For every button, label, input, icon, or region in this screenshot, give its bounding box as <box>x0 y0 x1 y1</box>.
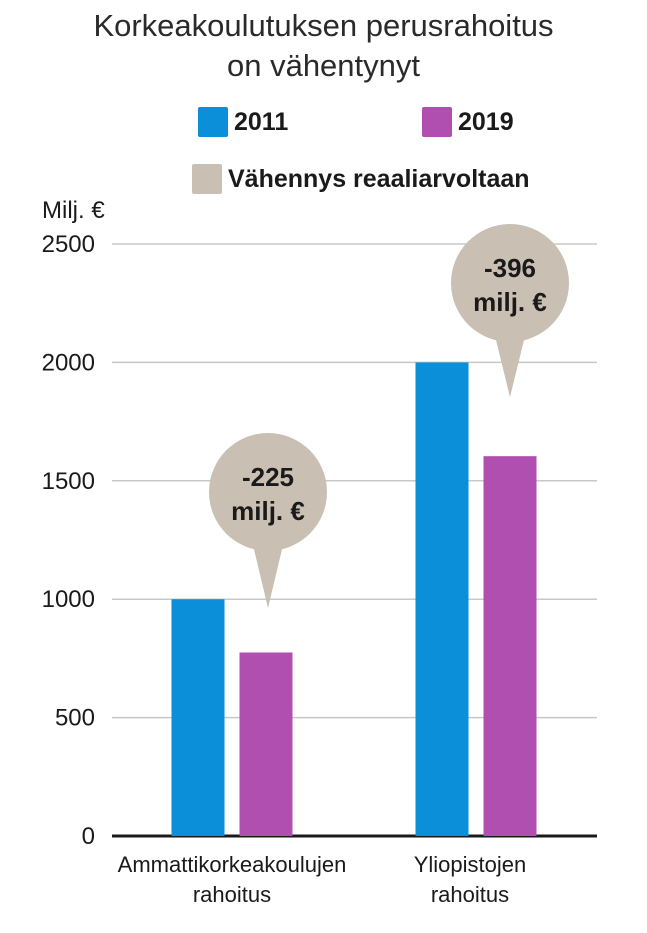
legend-swatch-2019 <box>422 107 452 137</box>
bar-2019-0 <box>239 652 293 836</box>
chart-title-line-1: Korkeakoulutuksen perusrahoitus <box>93 8 554 43</box>
legend-label-2019: 2019 <box>458 107 514 136</box>
x-category-label: Ammattikorkeakoulujen <box>118 852 347 877</box>
y-tick-label: 1500 <box>42 468 95 495</box>
y-tick-label: 0 <box>82 823 95 850</box>
bar-2019-1 <box>483 456 537 836</box>
legend-label-2011: 2011 <box>234 107 289 136</box>
bar-2011-0 <box>171 599 225 836</box>
y-tick-label: 1000 <box>42 586 95 613</box>
bubble-label: milj. € <box>473 287 547 317</box>
reduction-bubble-1: -396 milj. € <box>451 224 569 397</box>
chart-title: Korkeakoulutuksen perusrahoitus on vähen… <box>0 6 647 86</box>
bubble-label: -225 <box>242 462 294 492</box>
bubble-circle <box>451 224 569 342</box>
y-axis-label: Milj. € <box>42 197 105 224</box>
bar-2011-1 <box>415 362 469 836</box>
legend-item-reduction: Vähennys reaaliarvoltaan <box>192 164 530 194</box>
reduction-bubble-0: -225 milj. € <box>209 433 327 608</box>
bubble-label: milj. € <box>231 496 305 526</box>
bubble-pointer <box>252 541 284 608</box>
bubble-label: -396 <box>484 253 536 283</box>
bubble-circle <box>209 433 327 551</box>
legend-swatch-2011 <box>198 107 228 137</box>
legend-swatch-reduction <box>192 164 222 194</box>
y-tick-label: 2500 <box>42 231 95 258</box>
y-tick-label: 500 <box>55 705 95 732</box>
bubble-pointer <box>494 332 526 397</box>
chart-title-line-2: on vähentynyt <box>226 48 421 83</box>
legend-item-2019: 2019 <box>422 107 514 137</box>
x-category-label: rahoitus <box>193 882 271 907</box>
x-category-label: rahoitus <box>431 882 509 907</box>
x-category-label: Yliopistojen <box>414 852 527 877</box>
legend-label-reduction: Vähennys reaaliarvoltaan <box>228 164 530 193</box>
y-tick-label: 2000 <box>42 349 95 376</box>
legend-item-2011: 2011 <box>198 107 288 137</box>
